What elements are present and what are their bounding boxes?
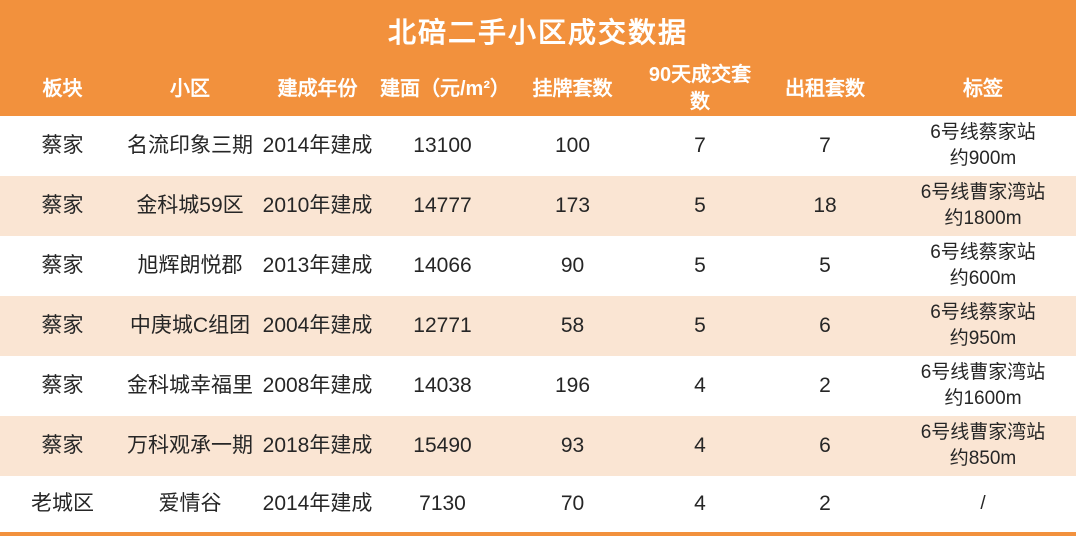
- tag-line-2: 约850m: [949, 448, 1017, 469]
- cell-price: 13100: [413, 133, 472, 157]
- page-title: 北碚二手小区成交数据: [387, 17, 688, 48]
- cell-rent: 18: [813, 193, 837, 217]
- cell-year: 2010年建成: [262, 193, 373, 217]
- cell-community: 中庚城C组团: [129, 313, 251, 337]
- table-row: 蔡家 中庚城C组团 2004年建成 12771 58 5 6 6号线蔡家站 约9…: [0, 296, 1076, 356]
- tag-line-1: 6号线蔡家站: [930, 122, 1036, 144]
- cell-sold90: 4: [694, 491, 706, 515]
- tag-line-1: 6号线曹家湾站: [920, 182, 1046, 204]
- col-header-tag: 标签: [963, 77, 1003, 100]
- col-header-rent: 出租套数: [785, 77, 865, 100]
- tag-line-1: 6号线曹家湾站: [920, 422, 1046, 444]
- cell-block: 蔡家: [41, 313, 84, 337]
- cell-block: 蔡家: [41, 193, 84, 217]
- cell-sold90: 7: [694, 133, 706, 157]
- cell-year: 2004年建成: [262, 313, 373, 337]
- cell-sold90: 5: [694, 193, 706, 217]
- cell-listed: 196: [554, 373, 591, 397]
- table-row: 老城区 爱情谷 2014年建成 7130 70 4 2 /: [0, 476, 1076, 532]
- cell-tag: 6号线曹家湾站 约850m: [890, 416, 1076, 476]
- cell-block: 蔡家: [41, 433, 84, 457]
- cell-block: 蔡家: [41, 133, 84, 157]
- cell-listed: 70: [560, 491, 585, 515]
- cell-sold90: 5: [694, 313, 706, 337]
- table-row: 蔡家 金科城59区 2010年建成 14777 173 5 18 6号线曹家湾站…: [0, 176, 1076, 236]
- tag-line-2: 约1800m: [944, 208, 1022, 229]
- cell-year: 2014年建成: [262, 133, 373, 157]
- cell-tag: 6号线曹家湾站 约1800m: [890, 176, 1076, 236]
- tag-line-1: 6号线蔡家站: [930, 302, 1036, 324]
- col-header-listed: 挂牌套数: [532, 77, 613, 100]
- cell-rent: 5: [819, 253, 831, 277]
- cell-year: 2008年建成: [262, 373, 373, 397]
- cell-price: 14038: [413, 373, 472, 397]
- cell-price: 14777: [413, 193, 472, 217]
- cell-year: 2014年建成: [262, 491, 373, 515]
- col-header-sold90: 90天成交套数: [648, 64, 752, 113]
- cell-listed: 100: [554, 133, 591, 157]
- cell-community: 金科城59区: [136, 193, 244, 217]
- cell-price: 15490: [413, 433, 472, 457]
- col-header-price: 建面（元/m²）: [380, 77, 510, 100]
- cell-sold90: 4: [694, 373, 706, 397]
- tag-line-2: 约950m: [949, 328, 1017, 349]
- cell-listed: 58: [560, 313, 585, 337]
- cell-tag: 6号线蔡家站 约950m: [890, 296, 1076, 356]
- column-header-row: 板块 小区 建成年份 建面（元/m²） 挂牌套数 90天成交套数 出租套数 标签: [0, 62, 1076, 116]
- tag-line-1: /: [980, 493, 986, 515]
- tag-line-2: 约1600m: [944, 388, 1022, 409]
- cell-rent: 6: [819, 433, 831, 457]
- cell-community: 爱情谷: [158, 491, 222, 515]
- tag-line-1: 6号线蔡家站: [930, 242, 1036, 264]
- cell-year: 2013年建成: [262, 253, 373, 277]
- cell-sold90: 5: [694, 253, 706, 277]
- cell-price: 7130: [419, 491, 466, 515]
- tag-line-1: 6号线曹家湾站: [920, 362, 1046, 384]
- cell-rent: 2: [819, 373, 831, 397]
- cell-block: 蔡家: [41, 253, 84, 277]
- tag-line-2: 约600m: [949, 268, 1017, 289]
- cell-block: 老城区: [31, 491, 94, 515]
- cell-community: 万科观承一期: [127, 433, 253, 457]
- col-header-block: 板块: [42, 77, 83, 100]
- col-header-community: 小区: [170, 77, 210, 100]
- title-band: 北碚二手小区成交数据: [0, 0, 1076, 62]
- cell-rent: 7: [819, 133, 831, 157]
- table-row: 蔡家 旭辉朗悦郡 2013年建成 14066 90 5 5 6号线蔡家站 约60…: [0, 236, 1076, 296]
- cell-sold90: 4: [694, 433, 706, 457]
- cell-block: 蔡家: [41, 373, 84, 397]
- cell-tag: 6号线曹家湾站 约1600m: [890, 356, 1076, 416]
- cell-rent: 6: [819, 313, 831, 337]
- table-header: 北碚二手小区成交数据 板块 小区 建成年份 建面（元/m²） 挂牌套数 90天成…: [0, 0, 1076, 116]
- cell-rent: 2: [819, 491, 831, 515]
- cell-price: 12771: [413, 313, 472, 337]
- table-row: 蔡家 金科城幸福里 2008年建成 14038 196 4 2 6号线曹家湾站 …: [0, 356, 1076, 416]
- table-row: 蔡家 万科观承一期 2018年建成 15490 93 4 6 6号线曹家湾站 约…: [0, 416, 1076, 476]
- cell-listed: 93: [560, 433, 585, 457]
- cell-community: 旭辉朗悦郡: [137, 253, 243, 277]
- cell-year: 2018年建成: [262, 433, 373, 457]
- cell-tag: 6号线蔡家站 约600m: [890, 236, 1076, 296]
- cell-community: 金科城幸福里: [127, 373, 253, 397]
- cell-tag: 6号线蔡家站 约900m: [890, 116, 1076, 176]
- cell-listed: 173: [554, 193, 591, 217]
- bottom-accent-bar: [0, 532, 1076, 536]
- col-header-year: 建成年份: [277, 77, 358, 100]
- table-row: 蔡家 名流印象三期 2014年建成 13100 100 7 7 6号线蔡家站 约…: [0, 116, 1076, 176]
- cell-listed: 90: [560, 253, 585, 277]
- cell-price: 14066: [413, 253, 472, 277]
- cell-community: 名流印象三期: [127, 133, 253, 157]
- tag-line-2: 约900m: [949, 148, 1017, 169]
- cell-tag: /: [890, 476, 1076, 532]
